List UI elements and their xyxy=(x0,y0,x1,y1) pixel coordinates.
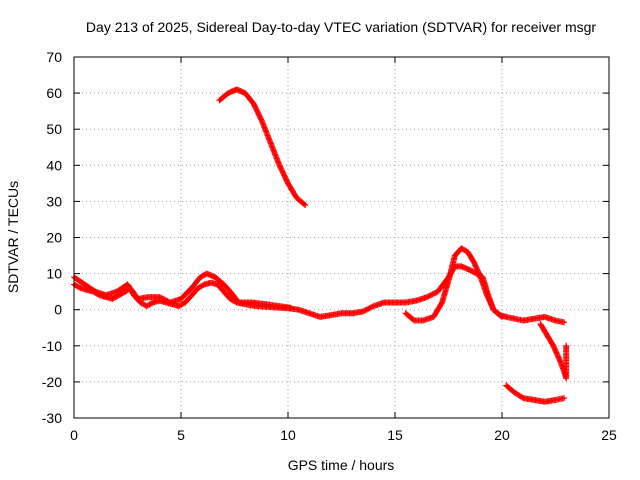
data-point xyxy=(157,294,164,301)
data-point xyxy=(426,292,433,299)
data-point xyxy=(161,296,168,303)
x-axis-label: GPS time / hours xyxy=(288,457,395,473)
y-tick-label: 50 xyxy=(46,121,62,137)
y-tick-label: -30 xyxy=(42,410,62,426)
axis-ticks: 0 5 10 15 20 25 -30 -20 -10 0 10 20 30 40 50 60 70 xyxy=(42,49,617,443)
y-tick-label: 70 xyxy=(46,49,62,65)
data-point xyxy=(361,307,368,314)
data-point xyxy=(359,308,366,315)
data-point xyxy=(497,313,504,320)
data-point xyxy=(428,292,435,299)
x-tick-label: 15 xyxy=(387,427,403,443)
x-tick-label: 0 xyxy=(70,427,78,443)
data-point xyxy=(432,290,439,297)
y-axis-label: SDTVAR / TECUs xyxy=(5,181,21,293)
data-point xyxy=(369,303,376,310)
x-tick-label: 10 xyxy=(280,427,296,443)
data-point xyxy=(561,395,568,402)
data-point xyxy=(159,295,166,302)
y-tick-label: -10 xyxy=(42,338,62,354)
data-point xyxy=(424,294,431,301)
grid xyxy=(74,57,609,418)
plot-frame xyxy=(73,56,610,419)
y-tick-label: 20 xyxy=(46,230,62,246)
y-tick-label: 40 xyxy=(46,157,62,173)
y-tick-label: 30 xyxy=(46,193,62,209)
data-point xyxy=(258,117,265,124)
data-point xyxy=(367,304,374,311)
data-point xyxy=(561,319,568,326)
y-tick-label: 0 xyxy=(54,302,62,318)
data-point xyxy=(156,294,163,301)
x-tick-label: 5 xyxy=(177,427,185,443)
data-point xyxy=(365,305,372,312)
data-point xyxy=(362,307,369,314)
data-point xyxy=(164,298,171,305)
data-point xyxy=(287,304,294,311)
data-point xyxy=(301,201,308,208)
y-tick-label: 60 xyxy=(46,85,62,101)
data-point xyxy=(302,202,309,209)
y-tick-label: 10 xyxy=(46,266,62,282)
data-marks xyxy=(71,86,570,405)
data-point xyxy=(366,305,373,312)
series-satellite-arc-main xyxy=(71,263,568,326)
data-point xyxy=(160,296,167,303)
series-satellite-arc-high xyxy=(216,86,309,209)
data-point xyxy=(363,306,370,313)
series-satellite-arc-late-low xyxy=(503,382,568,405)
data-point xyxy=(430,290,437,297)
data-point xyxy=(499,313,505,320)
x-tick-label: 20 xyxy=(494,427,510,443)
data-point xyxy=(563,342,570,349)
series-satellite-arc-late-drop xyxy=(537,321,570,382)
data-point xyxy=(163,297,170,304)
x-tick-label: 25 xyxy=(601,427,617,443)
data-point xyxy=(425,293,432,300)
chart-title: Day 213 of 2025, Sidereal Day-to-day VTE… xyxy=(86,19,596,35)
y-tick-label: -20 xyxy=(42,374,62,390)
series-satellite-arc-secondary xyxy=(71,245,505,324)
data-point xyxy=(429,291,436,298)
